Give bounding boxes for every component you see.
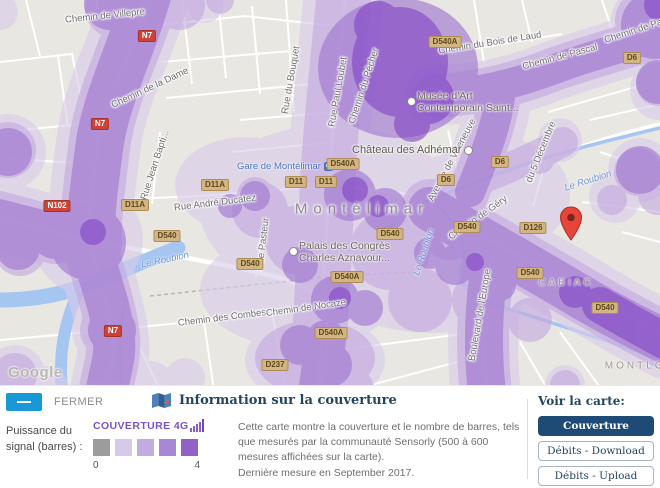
road-label: du 5 Décembre [523, 119, 559, 185]
map-icon [152, 393, 171, 408]
area-label: MONTLOUIS [604, 360, 660, 372]
route-badge-n7: N7 [137, 30, 157, 42]
road-label: Chemin du Pêcher [346, 46, 382, 126]
route-badge-n102: N102 [43, 200, 71, 212]
road-label: Rue Paul Loubet [326, 56, 350, 128]
road-label: Avenue de Villeneuve [425, 116, 479, 204]
legend-title: COUVERTURE 4G [93, 419, 189, 432]
route-badge-d6: D6 [490, 156, 510, 168]
map-marker-icon[interactable] [559, 206, 583, 242]
panel-title: Information sur la couverture [179, 392, 397, 408]
legend-swatch-0 [93, 439, 110, 456]
castle-icon [464, 145, 474, 155]
route-badge-d540: D540 [376, 228, 404, 240]
route-badge-d11a: D11A [120, 199, 150, 211]
route-badge-d540: D540 [516, 267, 544, 279]
road-label: Chemin de Pa... [602, 14, 660, 46]
museum-icon [407, 97, 416, 106]
route-badge-d540a: D540A [326, 158, 360, 170]
route-badge-d11: D11 [284, 176, 308, 188]
poi-label-musee: Musée d'Art Contemporain Saint... [404, 90, 519, 114]
road-label: Chemin de Pascal [521, 41, 599, 73]
legend-swatch-3 [159, 439, 176, 456]
signal-strength-label: Puissance du signal (barres) : [6, 425, 83, 453]
route-badge-d6: D6 [436, 174, 456, 186]
legend-swatch-2 [137, 439, 154, 456]
legend-max-label: 4 [194, 460, 200, 471]
poi-label-gare: Gare de Montélimar [237, 161, 333, 172]
river-label: Le Roubion [563, 168, 613, 194]
close-panel-label: FERMER [54, 396, 104, 408]
congress-icon [289, 247, 298, 256]
download-speed-map-button[interactable]: Débits - Download [538, 441, 654, 461]
road-label: Boulevard de l'Europe [466, 268, 494, 362]
route-badge-d540: D540 [236, 258, 264, 270]
coverage-map-button[interactable]: Couverture [538, 416, 654, 436]
road-label: Chemin de la Dame [109, 65, 191, 111]
close-panel-button[interactable]: FERMER [6, 393, 103, 411]
river-label: Le Roubion [411, 227, 437, 277]
legend-swatch-1 [115, 439, 132, 456]
area-label: CABIAC [538, 277, 594, 289]
route-badge-d237: D237 [261, 359, 289, 371]
route-badge-d540a: D540A [314, 327, 348, 339]
route-badge-d540: D540 [591, 302, 619, 314]
route-badge-n7: N7 [90, 118, 110, 130]
signal-bars-icon [190, 419, 204, 432]
info-panel: FERMER Information sur la couverture Pui… [0, 385, 660, 488]
poi-label-palais: Palais des Congrès Charles Aznavour... [286, 240, 390, 264]
legend-swatch-4 [181, 439, 198, 456]
map-type-selector: Voir la carte: Couverture Débits - Downl… [538, 394, 654, 486]
panel-divider [527, 399, 528, 479]
river-label: Le Roubion [140, 249, 190, 271]
coverage-map[interactable]: Chemin de Villepre Chemin de la Dame Rue… [0, 0, 660, 388]
coverage-legend: COUVERTURE 4G 0 4 [93, 419, 205, 471]
legend-swatches [93, 439, 205, 456]
poi-label-chateau: Château des Adhémar [352, 144, 476, 157]
road-label: Chemin de Nocaze [265, 296, 347, 320]
coverage-description: Cette carte montre la couverture et le n… [238, 421, 520, 479]
route-badge-d540a: D540A [428, 36, 462, 48]
legend-min-label: 0 [93, 460, 99, 471]
panel-header: Information sur la couverture [152, 392, 397, 408]
route-badge-d126: D126 [519, 222, 547, 234]
route-badge-d6: D6 [622, 52, 642, 64]
upload-speed-map-button[interactable]: Débits - Upload [538, 466, 654, 486]
route-badge-d540: D540 [153, 230, 181, 242]
route-badge-d540a: D540A [330, 271, 364, 283]
google-watermark: Google [8, 364, 63, 381]
route-badge-d11a: D11A [200, 179, 230, 191]
road-label: Chemin de Géry [446, 193, 510, 243]
road-label: Rue Jean Bapti... [138, 128, 172, 202]
city-label: Montélimar [294, 200, 430, 218]
road-label: Chemin de Villepre [64, 6, 146, 26]
route-badge-d540: D540 [453, 221, 481, 233]
road-label: Rue du Bouquet [279, 45, 303, 115]
road-label: Chemin des Combes [177, 307, 267, 329]
minimize-icon[interactable] [6, 393, 42, 411]
map-labels: Chemin de Villepre Chemin de la Dame Rue… [43, 6, 660, 372]
sidebar-title: Voir la carte: [538, 394, 625, 408]
route-badge-n7: N7 [103, 325, 123, 337]
route-badge-d11: D11 [314, 176, 338, 188]
road-label: Rue André Ducatez [173, 192, 257, 214]
